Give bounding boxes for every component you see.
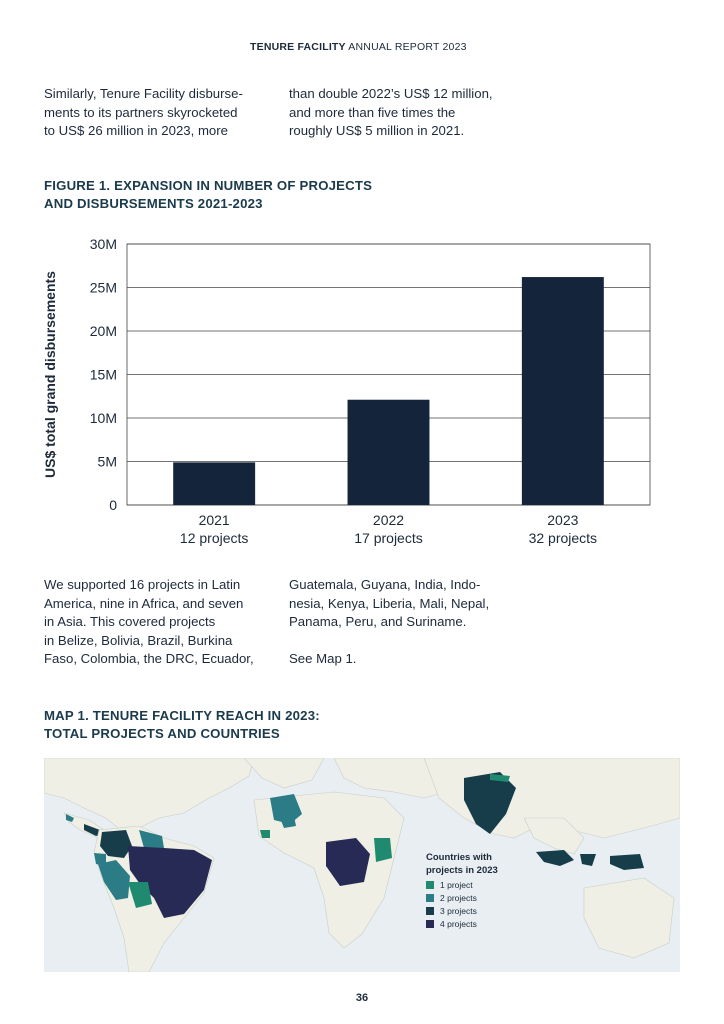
country-bolivia bbox=[128, 882, 152, 908]
map-legend: Countries with projects in 2023 1 projec… bbox=[426, 852, 498, 929]
text-line: We supported 16 projects in Latin bbox=[44, 577, 241, 592]
legend-swatch bbox=[426, 907, 434, 915]
country-peru bbox=[98, 860, 130, 900]
text-line: in Asia. This covered projects bbox=[44, 614, 216, 629]
disbursements-bar-chart: 0 5M 10M 15M 20M 25M 30M 2021 12 projects 2022 17 … bbox=[42, 236, 651, 546]
x-tick-sublabel: 17 projects bbox=[354, 530, 422, 546]
intro-col-2: than double 2022’s US$ 12 million, and m… bbox=[289, 85, 493, 141]
text-line: roughly US$ 5 million in 2021. bbox=[289, 123, 465, 138]
page-number: 36 bbox=[355, 992, 369, 1004]
world-map-svg: Countries with projects in 2023 1 projec… bbox=[44, 758, 680, 972]
body-col-2: Guatemala, Guyana, India, Indo- nesia, K… bbox=[289, 576, 489, 669]
text-line: Panama, Peru, and Suriname. bbox=[289, 614, 467, 629]
legend-label: 4 projects bbox=[440, 919, 477, 929]
y-axis-label: US$ total grand disbursements bbox=[42, 271, 58, 478]
y-tick-label: 5M bbox=[98, 454, 117, 470]
figure-title-line: AND DISBURSEMENTS 2021-2023 bbox=[44, 195, 263, 211]
map-title-line: TOTAL PROJECTS AND COUNTRIES bbox=[44, 725, 280, 741]
figure-title-line: FIGURE 1. EXPANSION IN NUMBER OF PROJECT… bbox=[44, 178, 373, 193]
australia-landmass bbox=[583, 877, 675, 959]
see-map-reference: See Map 1. bbox=[289, 651, 357, 666]
y-tick-label: 25M bbox=[90, 280, 117, 296]
legend-title-line: Countries with bbox=[426, 852, 492, 863]
header-brand: TENURE FACILITY bbox=[250, 41, 346, 53]
country-guatemala bbox=[66, 814, 74, 822]
text-line: to US$ 26 million in 2023, more bbox=[44, 123, 228, 138]
country-nepal bbox=[490, 774, 510, 782]
header-rest: ANNUAL REPORT 2023 bbox=[345, 41, 467, 53]
se-asia-landmass bbox=[523, 817, 585, 855]
bar-2022 bbox=[347, 399, 430, 505]
legend-label: 1 project bbox=[440, 880, 473, 890]
text-line: Guatemala, Guyana, India, Indo- bbox=[289, 577, 481, 592]
text-line: in Belize, Bolivia, Brazil, Burkina bbox=[44, 632, 233, 648]
world-map: Countries with projects in 2023 1 projec… bbox=[44, 758, 680, 972]
north-america-landmass bbox=[44, 758, 255, 834]
x-tick-sublabel: 32 projects bbox=[529, 530, 597, 546]
y-tick-label: 10M bbox=[90, 410, 117, 426]
country-guyana-suriname bbox=[139, 830, 164, 848]
country-drc bbox=[326, 838, 370, 886]
legend-swatch bbox=[426, 920, 434, 928]
map-title-line: MAP 1. TENURE FACILITY REACH IN 2023: bbox=[44, 708, 320, 723]
figure-1-title: FIGURE 1. EXPANSION IN NUMBER OF PROJECT… bbox=[44, 177, 372, 212]
map-1-title: MAP 1. TENURE FACILITY REACH IN 2023: TO… bbox=[44, 707, 320, 742]
legend-swatch bbox=[426, 894, 434, 902]
bar-2023 bbox=[521, 277, 604, 505]
x-tick-label: 2023 bbox=[547, 512, 578, 528]
text-line: than double 2022’s US$ 12 million, bbox=[289, 86, 493, 101]
country-kenya bbox=[374, 838, 392, 862]
country-brazil bbox=[128, 846, 212, 918]
text-line: nesia, Kenya, Liberia, Mali, Nepal, bbox=[289, 595, 490, 611]
country-burkina-faso bbox=[280, 816, 296, 828]
legend-title-line: projects in 2023 bbox=[426, 865, 498, 876]
country-india bbox=[464, 772, 516, 834]
legend-label: 2 projects bbox=[440, 893, 477, 903]
country-ecuador bbox=[94, 853, 106, 866]
body-col-1: We supported 16 projects in Latin Americ… bbox=[44, 576, 254, 669]
country-colombia bbox=[100, 830, 132, 858]
legend-swatch bbox=[426, 881, 434, 889]
legend-label: 3 projects bbox=[440, 906, 477, 916]
country-liberia bbox=[260, 830, 270, 838]
page-header: TENURE FACILITY ANNUAL REPORT 2023 bbox=[250, 41, 467, 53]
text-line: and more than five times the bbox=[289, 104, 456, 120]
text-line: Faso, Colombia, the DRC, Ecuador, bbox=[44, 651, 254, 666]
x-tick-label: 2022 bbox=[373, 512, 404, 528]
greenland-landmass bbox=[243, 758, 325, 789]
bar-2021 bbox=[173, 462, 256, 505]
country-indonesia bbox=[536, 850, 644, 870]
y-tick-label: 15M bbox=[90, 367, 117, 383]
x-tick-label: 2021 bbox=[199, 512, 230, 528]
text-line: America, nine in Africa, and seven bbox=[44, 595, 244, 611]
text-line: Similarly, Tenure Facility disburse- bbox=[44, 86, 243, 101]
y-tick-label: 0 bbox=[109, 497, 117, 513]
x-tick-sublabel: 12 projects bbox=[180, 530, 248, 546]
text-line: ments to its partners skyrocketed bbox=[44, 104, 238, 120]
y-tick-label: 30M bbox=[90, 236, 117, 252]
y-tick-label: 20M bbox=[90, 323, 117, 339]
intro-col-1: Similarly, Tenure Facility disburse- men… bbox=[44, 85, 243, 141]
